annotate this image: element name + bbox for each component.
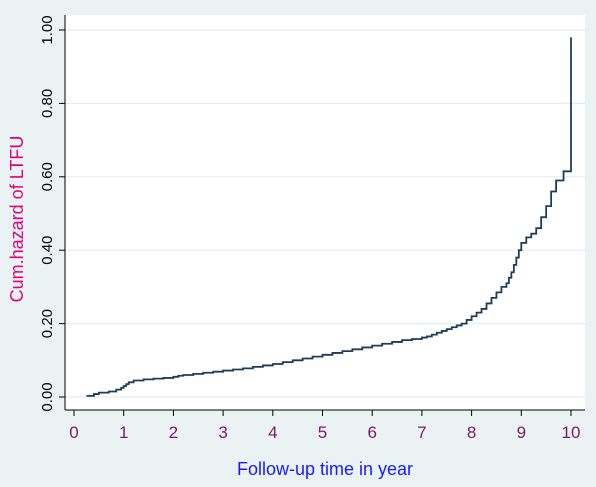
x-tick-label-0: 0 <box>69 423 78 442</box>
x-tick-label-7: 7 <box>417 423 426 442</box>
y-tick-label-3: 0.60 <box>39 162 56 191</box>
series-line-0 <box>86 37 572 397</box>
x-tick-label-2: 2 <box>169 423 178 442</box>
y-axis-title: Cum.hazard of LTFU <box>7 136 27 303</box>
x-axis-ticks: 0 1 2 3 4 5 6 7 8 9 10 <box>69 410 580 442</box>
x-tick-label-5: 5 <box>318 423 327 442</box>
y-axis-ticks: 0.00 0.20 0.40 0.60 0.80 1.00 <box>39 15 65 412</box>
plot-area <box>65 15 585 410</box>
x-tick-label-9: 9 <box>517 423 526 442</box>
series-layer <box>86 37 572 397</box>
grid-lines <box>65 29 585 398</box>
y-tick-label-0: 0.00 <box>39 382 56 411</box>
y-tick-label-1: 0.20 <box>39 309 56 338</box>
x-tick-label-3: 3 <box>218 423 227 442</box>
x-tick-label-4: 4 <box>268 423 277 442</box>
y-tick-label-5: 1.00 <box>39 15 56 44</box>
y-tick-label-2: 0.40 <box>39 236 56 265</box>
y-tick-label-4: 0.80 <box>39 89 56 118</box>
x-tick-label-1: 1 <box>119 423 128 442</box>
x-tick-label-8: 8 <box>467 423 476 442</box>
x-tick-label-10: 10 <box>562 423 581 442</box>
x-tick-label-6: 6 <box>367 423 376 442</box>
x-axis-title: Follow-up time in year <box>237 459 413 479</box>
